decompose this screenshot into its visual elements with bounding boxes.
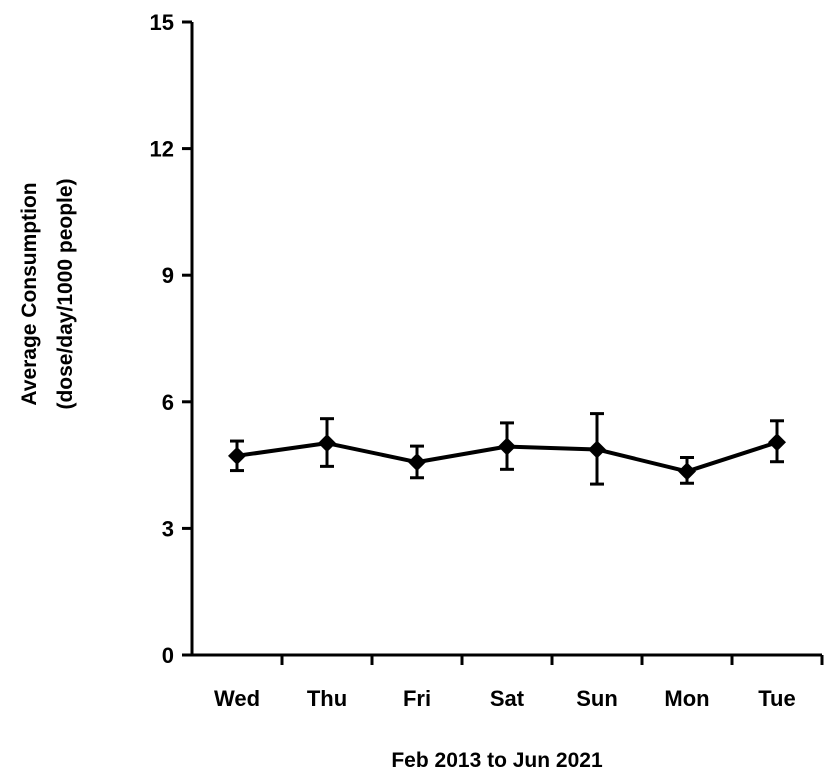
data-point-mon: [678, 462, 696, 481]
x-tick-label-wed: Wed: [214, 686, 260, 711]
data-point-wed: [228, 446, 246, 465]
x-tick-label-sat: Sat: [490, 686, 525, 711]
y-tick-label-6: 6: [162, 390, 174, 415]
y-axis-title-line2: (dose/day/1000 people): [54, 178, 77, 409]
data-point-tue: [768, 433, 786, 452]
x-tick-label-fri: Fri: [403, 686, 431, 711]
y-tick-label-3: 3: [162, 516, 174, 541]
y-tick-label-9: 9: [162, 263, 174, 288]
data-point-sat: [498, 437, 516, 456]
data-point-thu: [318, 434, 336, 453]
y-axis-title-line1: Average Consumption: [18, 182, 41, 405]
x-tick-label-tue: Tue: [758, 686, 795, 711]
plot-area: 0 3 6 9 12 15 Wed Thu Fri Sat Sun Mon Tue: [150, 10, 824, 711]
data-point-sun: [588, 440, 606, 459]
x-axis-title: Feb 2013 to Jun 2021: [391, 749, 603, 772]
x-tick-label-thu: Thu: [307, 686, 347, 711]
y-axis-title: Average Consumption (dose/day/1000 peopl…: [18, 178, 77, 409]
x-tick-label-sun: Sun: [576, 686, 618, 711]
y-tick-label-12: 12: [150, 137, 174, 162]
y-tick-label-15: 15: [150, 10, 174, 35]
data-point-fri: [408, 453, 426, 472]
y-tick-label-0: 0: [162, 643, 174, 668]
x-tick-label-mon: Mon: [664, 686, 709, 711]
